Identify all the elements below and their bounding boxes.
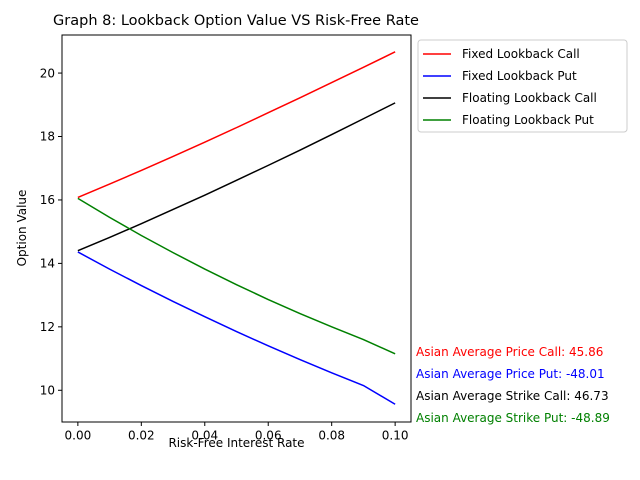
- legend: Fixed Lookback Call Fixed Lookback Put Flo…: [417, 39, 628, 133]
- plot-series: [77, 51, 396, 405]
- legend-label: Floating Lookback Call: [462, 91, 597, 105]
- legend-item: Floating Lookback Call: [423, 91, 597, 105]
- x-tick-label: 0.10: [382, 428, 409, 442]
- series-line-3: [77, 102, 396, 252]
- annotation-text: Asian Average Price Call: 45.86: [416, 345, 603, 359]
- legend-item: Fixed Lookback Call: [423, 47, 580, 61]
- x-axis: 0.00 0.02 0.04 0.06 0.08 0.10: [65, 422, 409, 442]
- annotation-text: Asian Average Price Put: -48.01: [416, 367, 605, 381]
- series-line-4: [77, 197, 396, 355]
- y-tick-label: 16: [40, 193, 55, 207]
- y-tick-label: 18: [40, 130, 55, 144]
- legend-label: Fixed Lookback Call: [462, 47, 580, 61]
- x-tick-label: 0.08: [318, 428, 345, 442]
- y-tick-label: 14: [40, 257, 55, 271]
- legend-label: Fixed Lookback Put: [462, 69, 577, 83]
- annotation-text: Asian Average Strike Call: 46.73: [416, 389, 609, 403]
- annotation-text: Asian Average Strike Put: -48.89: [416, 411, 610, 425]
- legend-item: Fixed Lookback Put: [423, 69, 577, 83]
- y-axis-label: Option Value: [15, 190, 29, 267]
- x-tick-label: 0.06: [255, 428, 282, 442]
- x-tick-label: 0.04: [191, 428, 218, 442]
- x-axis-label: Risk-Free Interest Rate: [168, 436, 304, 450]
- y-tick-label: 12: [40, 320, 55, 334]
- x-tick-label: 0.00: [65, 428, 92, 442]
- legend-label: Floating Lookback Put: [462, 113, 594, 127]
- y-tick-label: 20: [40, 66, 55, 80]
- y-axis: 10 12 14 16 18 20: [40, 66, 62, 397]
- y-tick-label: 10: [40, 383, 55, 397]
- legend-frame: [417, 39, 628, 133]
- series-line-1: [77, 51, 396, 199]
- x-tick-label: 0.02: [128, 428, 155, 442]
- series-line-2: [77, 251, 396, 405]
- plot-frame: [61, 34, 412, 423]
- annotations: Asian Average Price Call: 45.86 Asian Ave…: [416, 345, 610, 425]
- legend-item: Floating Lookback Put: [423, 113, 594, 127]
- chart-title: Graph 8: Lookback Option Value VS Risk-F…: [53, 13, 419, 29]
